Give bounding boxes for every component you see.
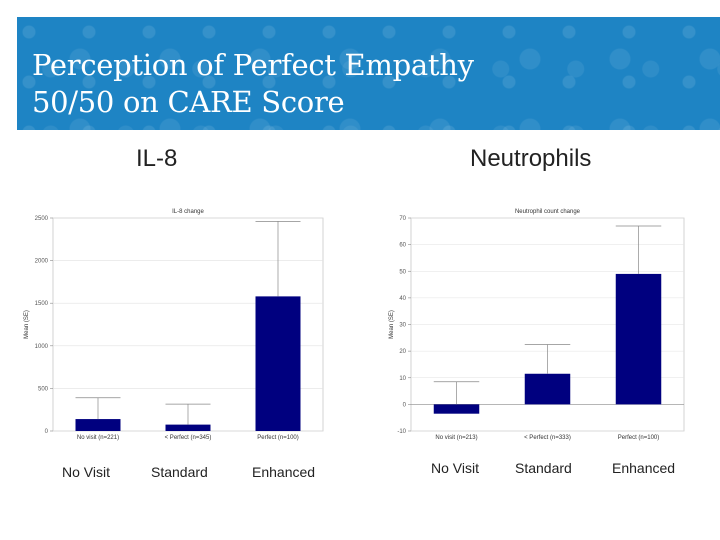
y-tick-label: 10 <box>399 376 406 382</box>
il8-category-enhanced: Enhanced <box>252 464 316 480</box>
x-category-label: Perfect (n=100) <box>257 435 299 441</box>
y-tick-label: 20 <box>399 349 406 355</box>
y-tick-label: 30 <box>399 323 406 329</box>
neutrophils-category-no-visit: No Visit <box>431 460 479 476</box>
y-tick-label: 2000 <box>35 259 49 265</box>
neutrophils-category-enhanced: Enhanced <box>612 460 676 476</box>
y-tick-label: 40 <box>399 296 406 302</box>
slide-title: Perception of Perfect Empathy 50/50 on C… <box>32 47 474 121</box>
bar <box>615 273 662 405</box>
y-axis-label: Mean (SE) <box>389 310 395 339</box>
y-tick-label: 0 <box>403 402 407 408</box>
chart-title: Neutrophil count change <box>515 209 581 215</box>
y-tick-label: 0 <box>45 429 49 435</box>
il8-category-standard: Standard <box>151 464 208 480</box>
x-category-label: < Perfect (n=345) <box>165 435 212 441</box>
bar <box>524 373 571 405</box>
chart-il8: 0 500 1000 1500 2000 2500 IL-8 change Mean (SE)… <box>24 209 324 441</box>
banner-texture <box>17 17 720 130</box>
bar <box>75 419 121 431</box>
panel-heading-il8: IL-8 <box>136 145 178 172</box>
x-category-label: < Perfect (n=333) <box>524 435 571 441</box>
y-tick-label: 50 <box>399 269 406 275</box>
bar <box>165 424 211 431</box>
x-category-label: Perfect (n=100) <box>618 435 660 441</box>
y-tick-label: 60 <box>399 243 406 249</box>
panel-heading-neutrophils: Neutrophils <box>470 145 592 172</box>
y-tick-label: -10 <box>397 429 406 435</box>
slide-title-line-2: 50/50 on CARE Score <box>32 85 345 119</box>
title-banner: Perception of Perfect Empathy 50/50 on C… <box>17 17 720 130</box>
y-tick-label: 500 <box>38 386 49 392</box>
bar <box>255 296 301 431</box>
bar <box>433 404 480 414</box>
y-tick-label: 2500 <box>35 216 49 222</box>
chart-title: IL-8 change <box>172 209 204 215</box>
x-category-label: No visit (n=213) <box>435 435 477 441</box>
y-axis-label: Mean (SE) <box>24 310 30 339</box>
x-category-label: No visit (n=221) <box>77 435 119 441</box>
neutrophils-category-standard: Standard <box>515 460 572 476</box>
chart-neutrophils: -10 0 10 20 30 40 50 60 70 Neutrophil count chang… <box>389 209 685 441</box>
y-tick-label: 1500 <box>35 301 49 307</box>
slide-title-line-1: Perception of Perfect Empathy <box>32 48 474 82</box>
y-tick-label: 70 <box>399 216 406 222</box>
y-tick-label: 1000 <box>35 344 49 350</box>
il8-category-no-visit: No Visit <box>62 464 110 480</box>
